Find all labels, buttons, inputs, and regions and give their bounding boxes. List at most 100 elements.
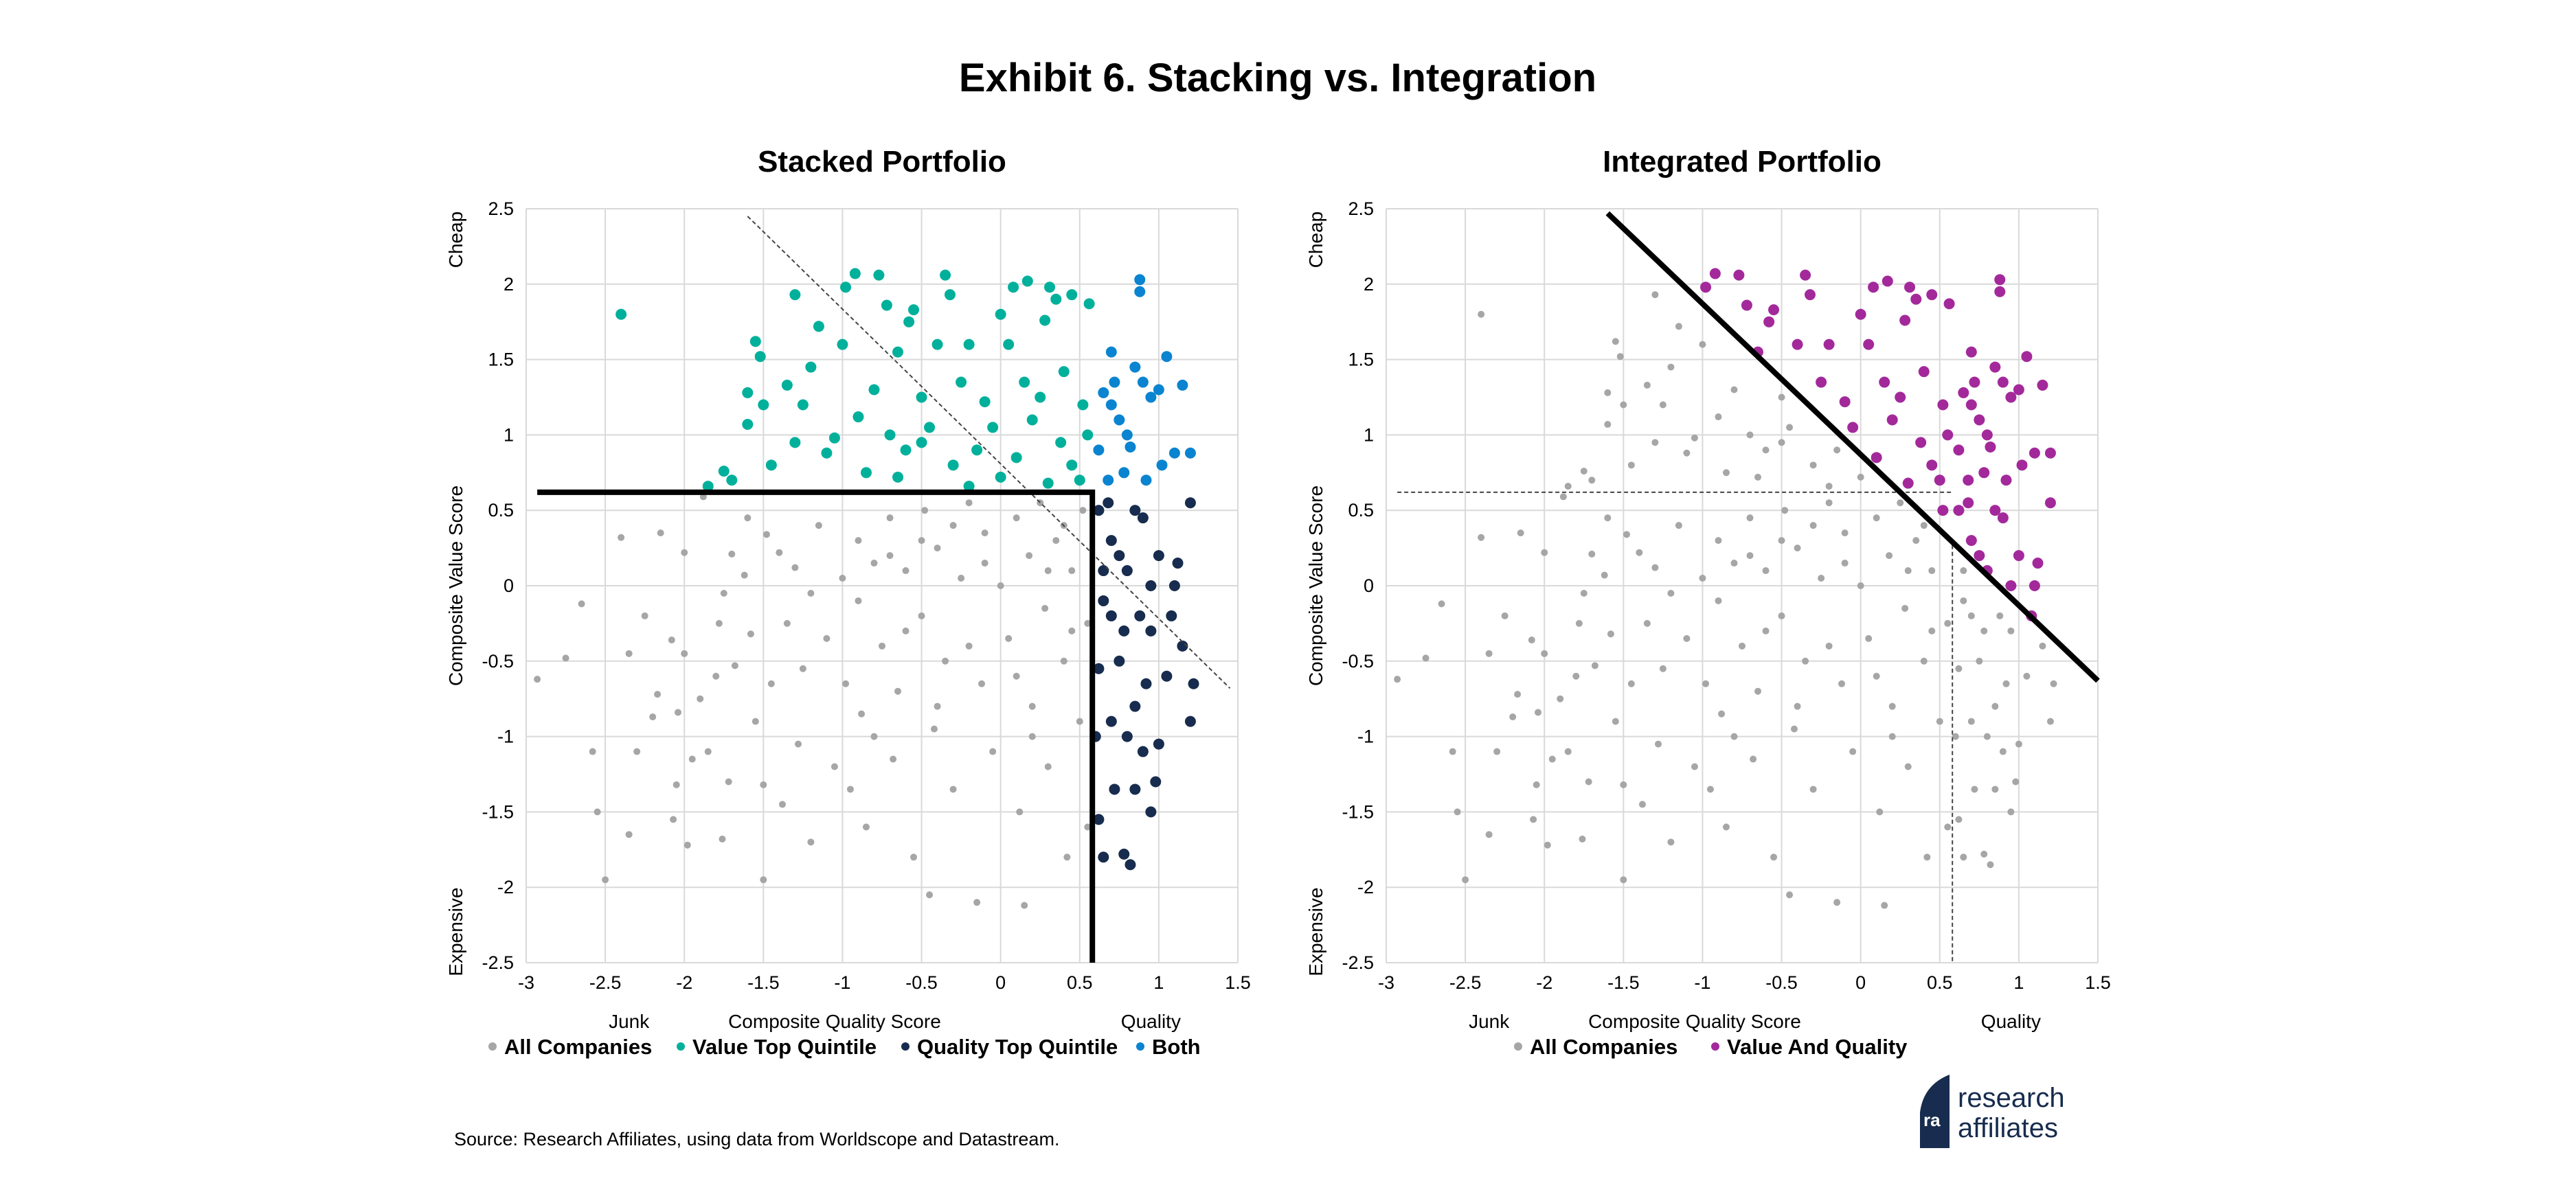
point-value-top-quintile (1026, 414, 1038, 426)
point-all-companies (1636, 549, 1643, 556)
point-value-top-quintile (873, 269, 885, 281)
point-value-and-quality (2037, 379, 2048, 391)
point-both (1134, 286, 1146, 297)
point-all-companies (1739, 642, 1745, 650)
point-all-companies (1044, 567, 1052, 575)
point-all-companies (1809, 461, 1817, 469)
point-all-companies (683, 841, 691, 849)
point-value-top-quintile (1008, 282, 1019, 293)
point-value-top-quintile (718, 466, 730, 477)
point-all-companies (930, 725, 938, 733)
point-all-companies (2050, 680, 2057, 687)
point-quality-top-quintile (1150, 776, 1162, 788)
point-all-companies (2002, 680, 2010, 687)
logo-text-affiliates: affiliates (1958, 1113, 2058, 1143)
point-value-top-quintile (860, 467, 872, 479)
point-all-companies (731, 662, 738, 669)
point-value-and-quality (1969, 376, 1980, 388)
legend-all-companies: All Companies (1530, 1035, 1677, 1059)
point-value-and-quality (1937, 505, 1949, 516)
point-value-and-quality (1879, 376, 1890, 388)
point-all-companies (1983, 733, 1991, 740)
point-all-companies (894, 687, 902, 695)
x-tick-label: -3 (1378, 972, 1394, 993)
point-all-companies (1841, 560, 1849, 567)
stacked-portfolio-chart: Stacked Portfolio-3 -2.5 -2 -1.5 -1 -0.5 0 0.5 1… (445, 145, 1251, 1032)
legend-marker-quality (901, 1042, 909, 1051)
legend-marker-both (1136, 1042, 1144, 1051)
point-all-companies (1564, 748, 1572, 755)
point-all-companies (1535, 709, 1542, 716)
point-all-companies (1068, 567, 1076, 575)
y-tick-label: -2 (1357, 877, 1374, 897)
y-axis-label: Composite Value Score (1305, 485, 1326, 686)
point-all-companies (670, 816, 677, 823)
point-all-companies (657, 529, 664, 537)
x-axis-label: Composite Quality Score (1588, 1011, 1801, 1032)
point-all-companies (1873, 672, 1880, 680)
y-tick-label: 1.5 (1348, 350, 1374, 370)
point-all-companies (1936, 718, 1943, 725)
point-value-top-quintile (956, 376, 967, 388)
point-all-companies (1564, 483, 1572, 490)
point-value-top-quintile (868, 384, 880, 396)
point-all-companies (978, 680, 986, 687)
point-all-companies (1750, 755, 1757, 763)
point-all-companies (1026, 552, 1033, 560)
point-value-and-quality (1855, 308, 1866, 320)
point-value-top-quintile (963, 339, 975, 350)
point-all-companies (1865, 634, 1873, 642)
point-all-companies (1818, 575, 1825, 582)
point-value-top-quintile (781, 379, 793, 391)
point-all-companies (1627, 680, 1635, 687)
point-all-companies (1996, 612, 2004, 619)
point-value-top-quintile (892, 346, 904, 358)
point-value-top-quintile (924, 422, 936, 433)
point-all-companies (1478, 534, 1485, 541)
point-value-top-quintile (892, 471, 904, 483)
legend-marker-all-companies (1514, 1042, 1522, 1051)
point-value-and-quality (2044, 497, 2056, 509)
point-quality-top-quintile (1105, 610, 1117, 621)
point-all-companies (1838, 680, 1846, 687)
point-all-companies (2015, 740, 2022, 748)
point-both (1177, 379, 1188, 391)
point-all-companies (1643, 381, 1651, 389)
point-value-and-quality (1989, 361, 2001, 373)
point-all-companies (1528, 637, 1535, 644)
stacked-legend: All Companies Value Top Quintile Quality… (488, 1035, 1201, 1059)
point-value-top-quintile (940, 269, 951, 281)
point-all-companies (1920, 657, 1928, 665)
y-tick-label: -1.5 (1342, 801, 1374, 822)
point-value-top-quintile (765, 459, 777, 471)
point-all-companies (1084, 619, 1092, 627)
point-all-companies (1509, 713, 1517, 721)
point-quality-top-quintile (1129, 783, 1141, 795)
point-value-and-quality (1800, 269, 1811, 281)
point-all-companies (744, 514, 752, 522)
point-value-top-quintile (903, 316, 915, 328)
point-value-top-quintile (979, 396, 991, 408)
point-quality-top-quintile (1166, 610, 1177, 621)
point-both (1114, 414, 1125, 426)
point-value-top-quintile (1003, 339, 1015, 350)
point-all-companies (839, 575, 846, 582)
point-all-companies (1790, 725, 1798, 733)
point-quality-top-quintile (1118, 625, 1130, 637)
point-all-companies (1028, 702, 1036, 710)
point-all-companies (1762, 567, 1770, 575)
point-value-and-quality (2005, 580, 2017, 591)
point-all-companies (1462, 876, 1469, 884)
point-value-and-quality (2029, 580, 2040, 591)
point-all-companies (1514, 691, 1522, 698)
point-all-companies (704, 748, 712, 755)
x-tick-label: 1.5 (2085, 972, 2111, 993)
point-all-companies (697, 695, 704, 702)
point-all-companies (1068, 627, 1076, 634)
point-all-companies (1781, 507, 1789, 514)
point-all-companies (1084, 823, 1092, 831)
point-all-companies (855, 537, 862, 545)
point-all-companies (1886, 552, 1893, 560)
point-all-companies (1580, 589, 1588, 597)
y-end-label-expensive: Expensive (1305, 887, 1326, 976)
